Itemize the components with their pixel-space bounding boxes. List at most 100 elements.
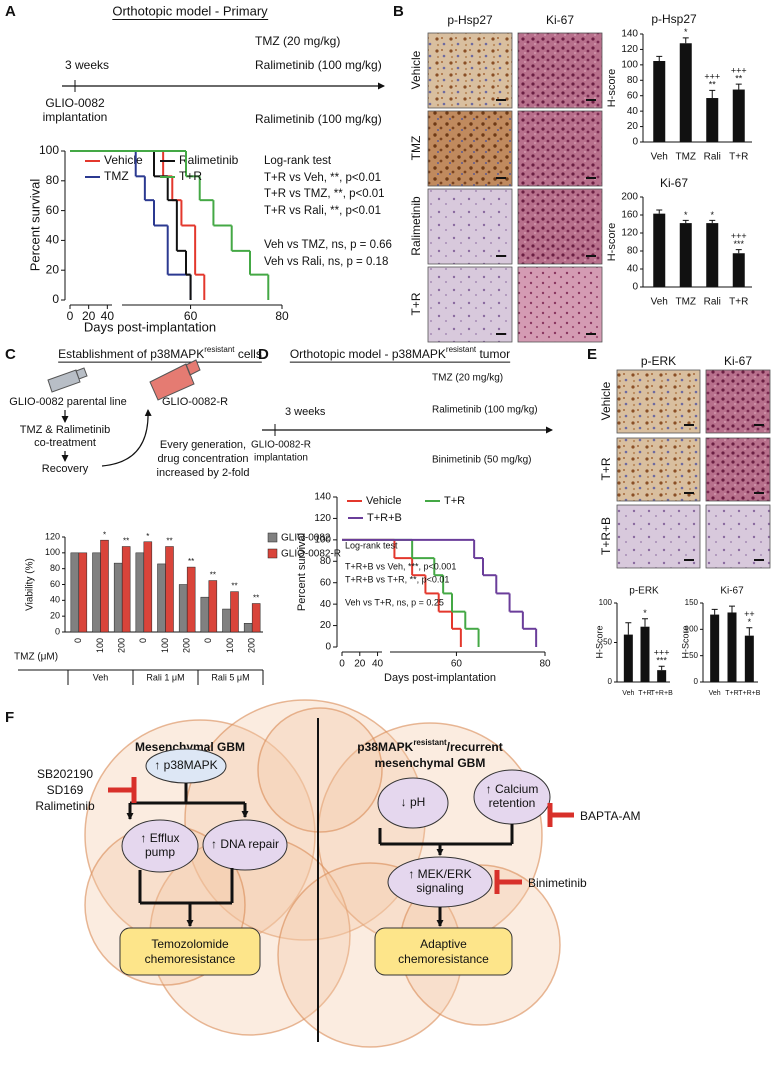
bar: [222, 608, 231, 633]
x-tick-label: Rali: [704, 297, 721, 308]
legend-label: GLIO-0082-R: [281, 549, 341, 560]
y-tick-label: 0: [325, 642, 331, 653]
y-tick-label: 0: [608, 677, 613, 686]
significance: ***: [656, 656, 667, 666]
error-bar: [625, 622, 632, 635]
histology-image: [705, 504, 771, 569]
histology-image: [517, 188, 603, 265]
x-tick-label: TMZ: [675, 152, 696, 163]
histology-image: [616, 504, 701, 569]
bar: [243, 623, 253, 633]
y-tick-label: 20: [46, 262, 60, 276]
group-label: Rali 1 μM: [146, 672, 184, 682]
y-axis-title: Percent survival: [296, 533, 308, 611]
y-tick-label: 100: [45, 547, 60, 557]
significance: **: [123, 537, 129, 546]
annotation: Veh vs Rali, ns, p = 0.18: [264, 256, 388, 268]
significance: *: [684, 27, 688, 37]
panel-title: Orthotopic model - p38MAPKresistant tumo…: [290, 345, 510, 361]
bar: [135, 552, 145, 633]
x-tick-label: 80: [275, 309, 289, 323]
x-tick-label: Veh: [651, 297, 668, 308]
section-title: mesenchymal GBM: [375, 756, 486, 770]
column-label: p-Hsp27: [447, 13, 493, 27]
legend-label: T+R: [179, 169, 202, 183]
y-tick-label: 60: [320, 577, 332, 588]
timeline-label: implantation: [43, 110, 108, 124]
x-tick-label: 20: [354, 659, 366, 670]
timeline-label: TMZ (20 mg/kg): [432, 373, 503, 384]
row-label: Vehicle: [599, 381, 613, 420]
annotation: T+R+B vs Veh, ***, p<0.001: [345, 561, 456, 571]
title-part: Orthotopic model - p38MAPK: [290, 347, 446, 361]
y-tick-label: 40: [627, 106, 639, 117]
x-tick-label: T+R: [729, 152, 748, 163]
significance: **: [231, 582, 237, 591]
schema-label: co-treatment: [34, 437, 96, 449]
y-tick-label: 40: [46, 233, 60, 247]
y-tick-label: 0: [632, 282, 638, 293]
significance: **: [166, 537, 172, 546]
histology-image: [517, 110, 603, 187]
flask-icon: [47, 367, 88, 393]
y-tick-label: 140: [314, 492, 331, 503]
bar: [70, 552, 80, 633]
x-axis-title: Days post-implantation: [84, 319, 216, 334]
flask-icon: [149, 359, 201, 401]
significance: *: [643, 608, 647, 618]
error-bar: [711, 608, 718, 615]
x-tick-label: 0: [73, 638, 83, 643]
y-tick-label: 50: [603, 638, 612, 647]
significance: +++: [731, 231, 747, 241]
histology-image: [427, 110, 513, 187]
bar: [744, 635, 754, 682]
annotation: Veh vs TMZ, ns, p = 0.66: [264, 239, 392, 251]
bar: [706, 223, 719, 287]
bar: [653, 213, 666, 287]
x-tick-label: 0: [67, 309, 74, 323]
x-tick-label: 200: [247, 638, 257, 653]
timeline-label: TMZ (20 mg/kg): [255, 34, 340, 48]
y-tick-label: 100: [314, 534, 331, 545]
node-label: retention: [489, 796, 536, 810]
node-label: ↑ p38MAPK: [154, 758, 217, 772]
section-title: p38MAPKresistant/recurrent: [357, 738, 502, 754]
x-tick-label: Rali: [704, 152, 721, 163]
x-tick-label: T+R+B: [738, 690, 761, 697]
x-tick-label: 0: [339, 659, 345, 670]
histology-image: [427, 32, 513, 109]
y-axis-title: Viability (%): [25, 558, 36, 611]
bar: [165, 546, 174, 633]
schema-label: GLIO-0082-R: [162, 396, 228, 408]
error-bar: [729, 605, 735, 613]
histology-image: [616, 437, 701, 502]
title-part: resistant: [446, 345, 477, 354]
inhibitor: BAPTA-AM: [580, 809, 640, 823]
x-tick-label: T+R: [729, 297, 748, 308]
histology-image: [616, 369, 701, 434]
legend-label: GLIO-0082: [281, 533, 331, 544]
title-part: tumor: [476, 347, 510, 361]
error-bar: [746, 627, 753, 636]
timeline-label: Ralimetinib (100 mg/kg): [255, 112, 382, 126]
legend-label: T+R: [444, 495, 465, 507]
bar: [143, 541, 153, 633]
x-tick-label: 100: [160, 638, 170, 653]
annotation: Log-rank test: [264, 155, 332, 167]
node-label: ↓ pH: [401, 795, 426, 809]
significance: +++: [704, 72, 720, 82]
outcome-box: [119, 927, 261, 976]
histology-image: [427, 266, 513, 343]
histology-image: [517, 32, 603, 109]
annotation: T+R vs TMZ, **, p<0.01: [264, 188, 385, 200]
node-label: signaling: [416, 881, 463, 895]
schema-note: drug concentration: [157, 453, 248, 465]
y-tick-label: 100: [599, 598, 613, 607]
x-tick-label: 20: [82, 309, 96, 323]
y-tick-label: 120: [621, 44, 638, 55]
annotation: T+R vs Rali, **, p<0.01: [264, 205, 381, 217]
legend-label: Vehicle: [104, 153, 143, 167]
bar: [640, 626, 650, 682]
y-tick-label: 0: [632, 137, 638, 148]
panel-label: C: [5, 346, 16, 363]
